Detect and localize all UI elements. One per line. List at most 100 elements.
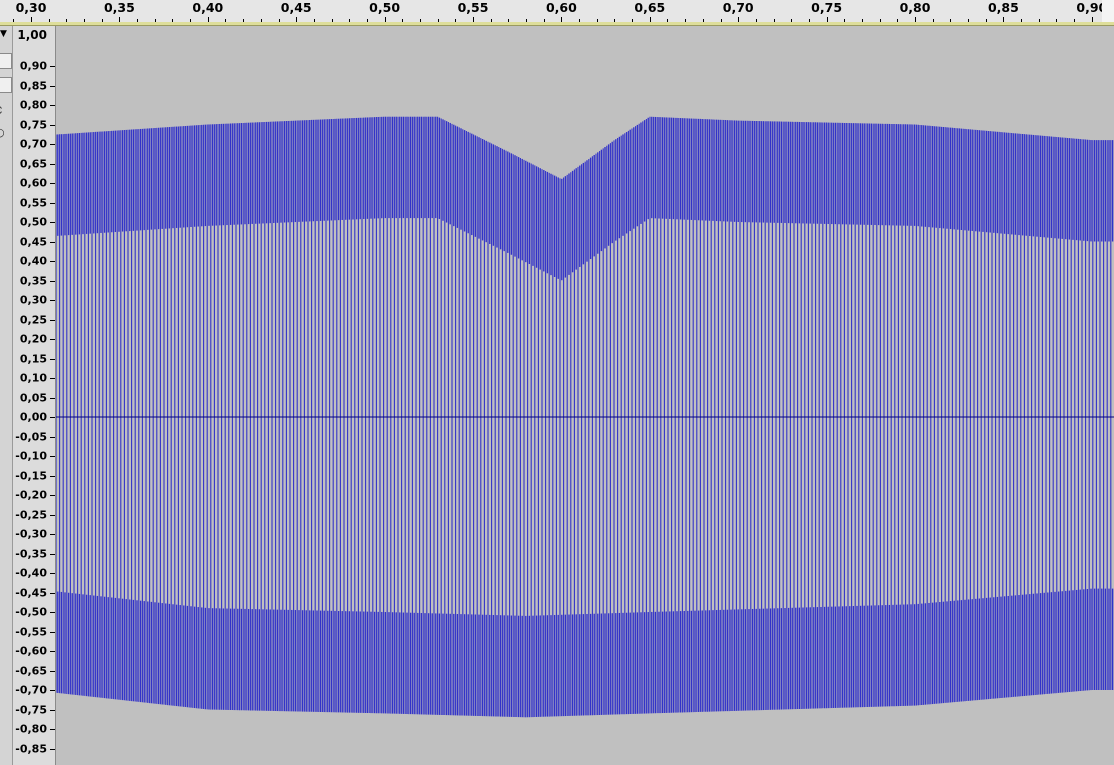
timeline-minor-tick — [155, 19, 156, 22]
waveform-samples — [56, 116, 1114, 718]
track-control-box[interactable] — [0, 77, 12, 93]
amplitude-scale-tick — [50, 319, 55, 321]
timeline-minor-tick — [1056, 19, 1057, 22]
timeline-tick-label: 0,80 — [899, 0, 931, 15]
amplitude-scale-tick — [50, 241, 55, 243]
amplitude-scale-label: 0,80 — [19, 98, 47, 112]
amplitude-scale-label: -0,40 — [15, 566, 47, 580]
track-control-box[interactable] — [0, 53, 12, 69]
timeline-minor-tick — [491, 19, 492, 22]
timeline-ruler[interactable]: 0,30 0,35 0,40 0,45 0,50 0,55 0,60 0,65 0,70 0,75… — [0, 0, 1114, 23]
timeline-minor-tick — [544, 19, 545, 22]
amplitude-scale-label: -0,65 — [15, 664, 47, 677]
amplitude-scale-tick — [50, 280, 55, 282]
timeline-minor-tick — [296, 19, 297, 22]
amplitude-scale-label: 0,20 — [19, 332, 47, 346]
timeline-tick-label: 0,75 — [811, 0, 843, 15]
amplitude-scale-label: -0,80 — [15, 722, 47, 736]
amplitude-scale-tick — [50, 729, 55, 730]
amplitude-scale-tick — [50, 261, 55, 262]
amplitude-scale-tick — [50, 573, 55, 574]
timeline-minor-tick — [703, 19, 704, 22]
amplitude-scale-tick — [50, 514, 55, 516]
timeline-minor-tick — [1074, 19, 1075, 22]
timeline-minor-tick — [402, 19, 403, 22]
timeline-minor-tick — [279, 19, 280, 22]
timeline-minor-tick — [438, 19, 439, 22]
pan-knob-icon[interactable]: ○ — [0, 126, 5, 139]
timeline-minor-tick — [844, 19, 845, 22]
timeline-tick-label: 0,35 — [103, 0, 135, 15]
amplitude-scale-label: -0,60 — [15, 644, 47, 658]
timeline-minor-tick — [332, 19, 333, 22]
amplitude-scale-tick — [50, 66, 55, 67]
amplitude-scale-tick — [50, 222, 55, 223]
timeline-minor-tick — [986, 19, 987, 22]
timeline-minor-tick — [827, 19, 828, 22]
amplitude-scale-tick — [50, 397, 55, 399]
amplitude-scale-tick — [50, 553, 55, 555]
timeline-minor-tick — [243, 19, 244, 22]
timeline-minor-tick — [880, 19, 881, 22]
timeline-minor-tick — [49, 19, 50, 22]
amplitude-scale-tick — [50, 651, 55, 652]
amplitude-scale-top-label: 1,00 — [17, 28, 47, 42]
amplitude-scale-label: 0,50 — [19, 215, 47, 229]
amplitude-scale-label: 0,15 — [19, 352, 47, 365]
timeline-tick-label: 0,30 — [15, 0, 47, 15]
amplitude-scale-tick — [50, 378, 55, 379]
waveform-display[interactable] — [56, 26, 1114, 765]
amplitude-scale-label: 0,45 — [19, 235, 47, 248]
timeline-minor-tick — [1039, 19, 1040, 22]
amplitude-scale-tick — [50, 358, 55, 360]
gain-slider-icon[interactable]: ↕ — [0, 104, 4, 117]
timeline-minor-tick — [685, 19, 686, 22]
amplitude-scale-label: 0,85 — [19, 79, 47, 92]
amplitude-scale-tick — [50, 631, 55, 633]
amplitude-scale-label: 0,90 — [19, 59, 47, 73]
triangle-down-icon[interactable]: ▼ — [0, 29, 7, 39]
amplitude-scale-label: -0,30 — [15, 527, 47, 541]
timeline-minor-tick — [968, 19, 969, 22]
track-control-panel[interactable]: ▼ ↕ ○ — [0, 26, 13, 765]
amplitude-scale-tick — [50, 709, 55, 711]
amplitude-scale-label: -0,70 — [15, 683, 47, 697]
timeline-minor-tick — [473, 19, 474, 22]
amplitude-scale-tick — [50, 690, 55, 691]
timeline-tick-label: 0,55 — [457, 0, 489, 15]
amplitude-scale-label: -0,55 — [15, 625, 47, 638]
timeline-minor-tick — [897, 19, 898, 22]
amplitude-scale-label: -0,75 — [15, 703, 47, 716]
timeline-minor-tick — [526, 19, 527, 22]
timeline-tick-label: 0,40 — [192, 0, 224, 15]
timeline-minor-tick — [650, 19, 651, 22]
timeline-minor-tick — [579, 19, 580, 22]
timeline-minor-tick — [721, 19, 722, 22]
amplitude-scale-tick — [50, 436, 55, 438]
timeline-minor-tick — [172, 19, 173, 22]
timeline-tick-label: 0,45 — [280, 0, 312, 15]
timeline-minor-tick — [208, 19, 209, 22]
amplitude-scale-tick — [50, 612, 55, 613]
timeline-minor-tick — [1092, 19, 1093, 22]
timeline-tick-label: 0,90 — [1076, 0, 1108, 15]
timeline-minor-tick — [756, 19, 757, 22]
amplitude-scale-label: 0,60 — [19, 176, 47, 190]
timeline-minor-tick — [862, 19, 863, 22]
amplitude-scale: 1,00 0,90 0,85 0,80 0,75 0,70 0,65 0,60 0,55 0,50… — [13, 26, 56, 765]
amplitude-scale-tick — [50, 339, 55, 340]
amplitude-scale-label: -0,20 — [15, 488, 47, 502]
amplitude-scale-tick — [50, 163, 55, 165]
amplitude-scale-label: 0,40 — [19, 254, 47, 268]
timeline-minor-tick — [225, 19, 226, 22]
timeline-minor-tick — [66, 19, 67, 22]
timeline-minor-tick — [667, 19, 668, 22]
amplitude-scale-tick — [50, 300, 55, 301]
timeline-minor-tick — [13, 19, 14, 22]
amplitude-scale-label: -0,25 — [15, 508, 47, 521]
amplitude-scale-tick — [50, 495, 55, 496]
amplitude-scale-label: 0,30 — [19, 293, 47, 307]
amplitude-scale-label: 0,10 — [19, 371, 47, 385]
amplitude-scale-label: 0,75 — [19, 118, 47, 131]
timeline-minor-tick — [455, 19, 456, 22]
